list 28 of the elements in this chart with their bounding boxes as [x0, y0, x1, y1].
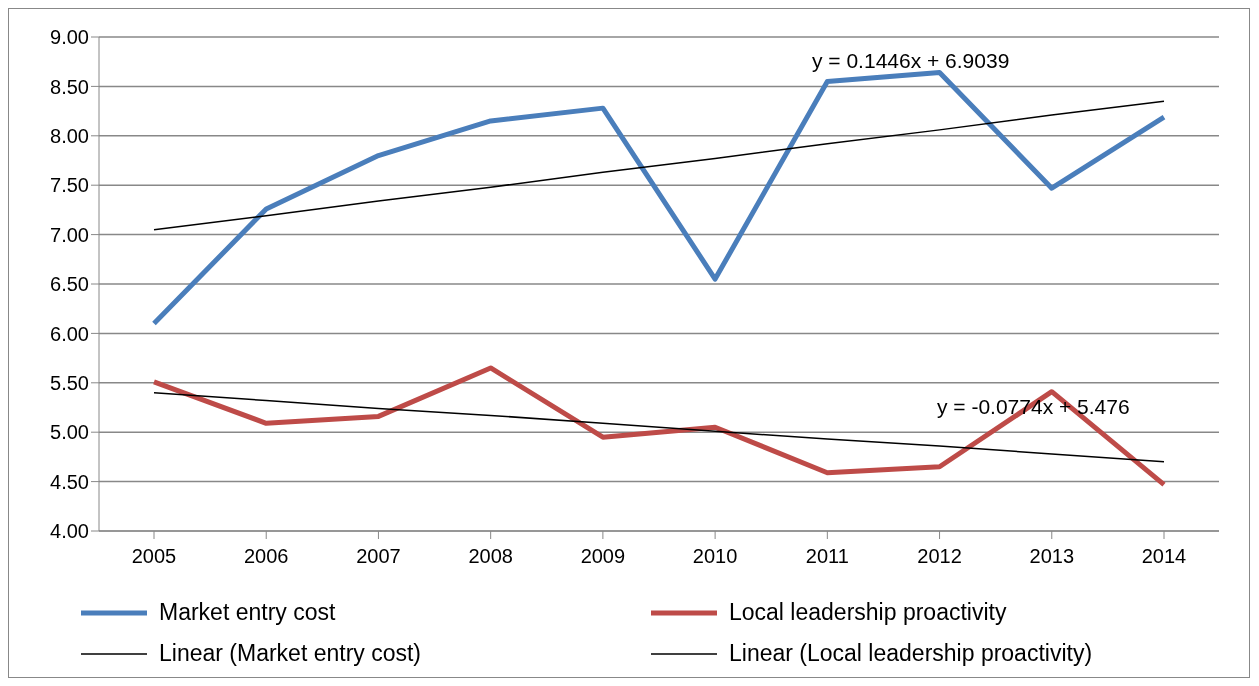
line-series — [153, 100, 1165, 231]
x-tick-label: 2013 — [1029, 545, 1075, 568]
y-tick-label: 9.00 — [50, 26, 89, 49]
x-tick-label: 2012 — [917, 545, 962, 568]
x-tick-label: 2010 — [692, 545, 738, 568]
line-series — [153, 391, 1165, 463]
annotation: y = 0.1446x + 6.9039 — [811, 49, 1011, 73]
y-tick-label: 6.00 — [50, 322, 89, 345]
y-tick-label: 4.00 — [50, 520, 89, 543]
legend-label: Linear (Market entry cost) — [159, 640, 422, 667]
x-tick-label: 2006 — [243, 545, 289, 568]
x-tick-label: 2008 — [468, 545, 513, 568]
y-tick-label: 4.50 — [50, 470, 89, 493]
y-tick-label: 5.00 — [50, 421, 89, 444]
y-tick-label: 7.50 — [50, 174, 89, 197]
x-tick-label: 2009 — [580, 545, 626, 568]
y-tick-label: 8.50 — [50, 75, 89, 98]
x-tick-label: 2011 — [805, 545, 849, 568]
x-tick-label: 2007 — [356, 545, 401, 568]
y-tick-label: 7.00 — [50, 223, 89, 246]
x-tick-label: 2005 — [131, 545, 177, 568]
legend-label: Market entry cost — [159, 599, 336, 626]
legend-label: Linear (Local leadership proactivity) — [729, 640, 1093, 667]
y-tick-label: 6.50 — [50, 273, 89, 296]
y-tick-label: 8.00 — [50, 124, 89, 147]
x-tick-label: 2014 — [1141, 545, 1187, 568]
y-tick-label: 5.50 — [50, 371, 89, 394]
legend-label: Local leadership proactivity — [729, 599, 1007, 626]
